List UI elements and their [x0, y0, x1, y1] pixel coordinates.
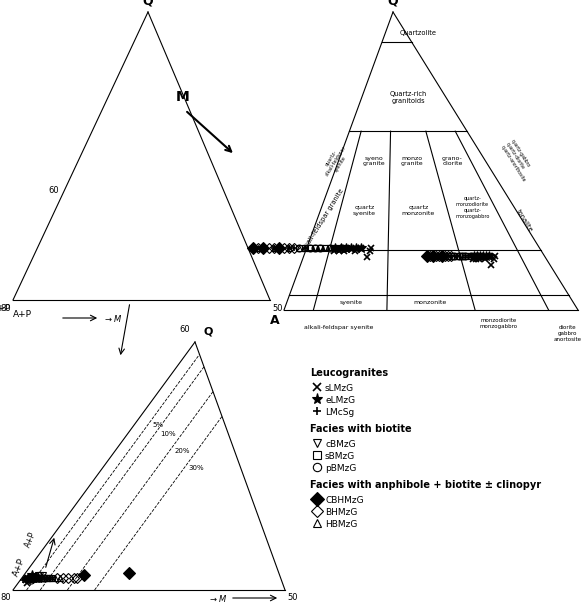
Text: A+P: A+P — [0, 304, 11, 313]
Text: quartz-
monzodiorite
quartz-
monzogabbro: quartz- monzodiorite quartz- monzogabbro — [455, 196, 489, 219]
Text: Quartz-rich
granitoids: Quartz-rich granitoids — [389, 91, 427, 104]
Text: quartz-
alkali-feldspar
syenite: quartz- alkali-feldspar syenite — [320, 142, 352, 180]
Text: 50: 50 — [272, 304, 282, 313]
Text: diorite
gabbro
anortosite: diorite gabbro anortosite — [554, 325, 582, 342]
Text: Quartzolite: Quartzolite — [399, 30, 436, 36]
Text: tonalite: tonalite — [515, 208, 534, 233]
Text: A+P: A+P — [13, 310, 32, 319]
Text: eLMzG: eLMzG — [325, 396, 355, 405]
Text: cBMzG: cBMzG — [325, 440, 356, 449]
Text: sBMzG: sBMzG — [325, 452, 355, 461]
Text: quartz-gabbro
quartz-diorite
quartz-anorthosite: quartz-gabbro quartz-diorite quartz-anor… — [500, 139, 537, 184]
Text: Facies with biotite: Facies with biotite — [310, 424, 411, 434]
Text: quartz
monzonite: quartz monzonite — [402, 205, 435, 216]
Text: $\rightarrow M$: $\rightarrow M$ — [103, 313, 122, 324]
Text: 60: 60 — [49, 186, 59, 195]
Text: A+P: A+P — [11, 557, 26, 578]
Text: monzo
granite: monzo granite — [400, 156, 423, 167]
Text: CBHMzG: CBHMzG — [325, 496, 364, 505]
Text: quartz
syenite: quartz syenite — [353, 205, 376, 216]
Text: 80: 80 — [1, 304, 11, 313]
Text: 80: 80 — [1, 593, 11, 602]
Text: $\mathbf{M}$: $\mathbf{M}$ — [175, 90, 189, 104]
Text: $\rightarrow M$: $\rightarrow M$ — [208, 593, 227, 604]
Text: HBMzG: HBMzG — [325, 520, 357, 529]
Text: Q: Q — [203, 327, 212, 337]
Text: 20%: 20% — [175, 448, 190, 454]
Text: monzonite: monzonite — [413, 300, 447, 305]
Text: 50: 50 — [287, 593, 297, 602]
Text: BHMzG: BHMzG — [325, 508, 357, 517]
Text: Q: Q — [388, 0, 398, 8]
Text: A: A — [271, 314, 280, 327]
Text: A+P: A+P — [23, 531, 38, 549]
Text: 60: 60 — [179, 325, 190, 334]
Text: 10%: 10% — [160, 431, 176, 437]
Text: monzodiorite
monzogabbro: monzodiorite monzogabbro — [480, 318, 518, 328]
Text: grano-
diorite: grano- diorite — [442, 156, 463, 167]
Text: 30%: 30% — [189, 465, 204, 471]
Text: 5%: 5% — [152, 422, 164, 428]
Text: Facies with anphibole + biotite ± clinopyr: Facies with anphibole + biotite ± clinop… — [310, 480, 541, 490]
Text: Leucogranites: Leucogranites — [310, 368, 388, 378]
Text: syeno
granite: syeno granite — [362, 156, 385, 167]
Text: LMcSg: LMcSg — [325, 408, 354, 417]
Text: sLMzG: sLMzG — [325, 384, 354, 393]
Text: alkali-feldspar syenite: alkali-feldspar syenite — [304, 325, 374, 330]
Text: pBMzG: pBMzG — [325, 464, 356, 473]
Text: alkali-feldspar granite: alkali-feldspar granite — [301, 188, 345, 253]
Text: syenite: syenite — [340, 300, 363, 305]
Text: Q: Q — [143, 0, 153, 8]
